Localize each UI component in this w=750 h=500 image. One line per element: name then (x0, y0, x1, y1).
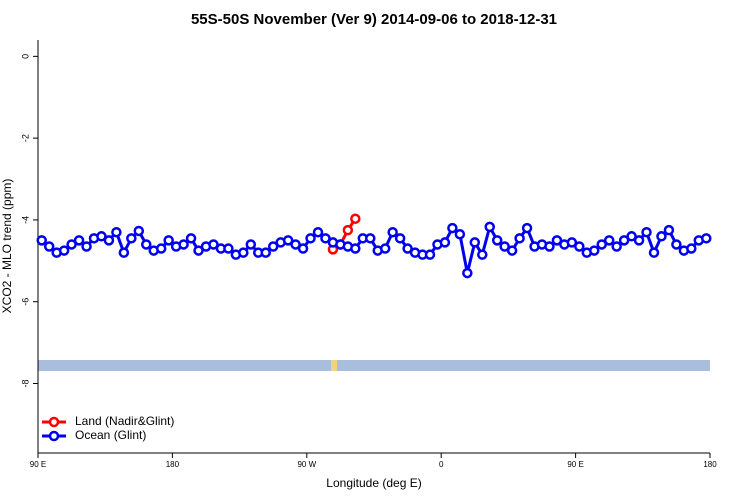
x-tick-label: 90 E (567, 460, 583, 469)
data-point (589, 245, 600, 256)
data-point (312, 226, 324, 238)
data-point (193, 245, 204, 256)
legend-label: Land (Nadir&Glint) (75, 414, 174, 428)
data-point (58, 245, 70, 256)
data-point (245, 239, 257, 250)
data-point (282, 235, 294, 246)
data-point (178, 239, 189, 250)
data-point (596, 239, 607, 250)
data-point (648, 247, 660, 258)
chart-title: 55S-50S November (Ver 9) 2014-09-06 to 2… (191, 11, 557, 28)
data-point (96, 231, 107, 242)
x-axis-label: Longitude (deg E) (326, 476, 421, 490)
y-tick-label: -2 (20, 134, 30, 142)
data-point (506, 245, 518, 256)
x-tick-label: 90 W (297, 460, 316, 469)
data-point (155, 243, 167, 254)
data-point (633, 235, 645, 246)
y-axis-label: XCO2 - MLO trend (ppm) (0, 179, 14, 314)
data-point (439, 237, 451, 248)
data-point (701, 233, 712, 244)
data-point (484, 221, 495, 233)
data-point (342, 224, 354, 236)
data-point (424, 249, 436, 260)
data-point (491, 235, 503, 246)
data-point (350, 213, 361, 224)
data-point (126, 233, 137, 244)
data-point (603, 235, 615, 246)
data-point (611, 241, 622, 252)
data-point (671, 239, 682, 250)
data-point (477, 249, 488, 260)
data-point (81, 241, 92, 252)
data-point (290, 239, 301, 250)
data-point (36, 235, 47, 246)
data-point (297, 243, 309, 254)
data-point (469, 237, 481, 248)
x-tick-label: 180 (166, 460, 180, 469)
legend-marker (48, 430, 60, 442)
data-point (454, 228, 466, 240)
x-tick-label: 90 E (30, 460, 46, 469)
data-point (103, 235, 115, 246)
data-point (402, 243, 413, 254)
legend-marker (48, 416, 60, 428)
data-point (111, 226, 122, 238)
data-point (387, 226, 398, 238)
data-point (163, 235, 174, 246)
data-point (141, 239, 152, 250)
data-point (521, 222, 533, 234)
data-point (208, 239, 219, 250)
data-point (574, 241, 585, 252)
map-strip (38, 360, 710, 371)
data-point (656, 231, 667, 242)
data-point (514, 233, 525, 244)
data-point (350, 243, 361, 254)
data-point (663, 224, 675, 236)
data-point (66, 239, 77, 250)
data-point (320, 233, 331, 244)
data-point (641, 226, 652, 238)
data-point (462, 267, 473, 279)
data-point (447, 222, 458, 234)
x-tick-label: 180 (703, 460, 717, 469)
data-point (260, 247, 271, 258)
data-point (626, 231, 637, 242)
data-point (379, 243, 391, 254)
data-point (267, 241, 279, 252)
y-tick-label: -8 (20, 379, 30, 387)
data-point (133, 225, 145, 237)
data-point (223, 243, 234, 254)
data-point (43, 241, 55, 252)
y-tick-label: -6 (20, 298, 30, 306)
legend-label: Ocean (Glint) (75, 428, 146, 442)
data-point (618, 235, 630, 246)
data-point (686, 243, 697, 254)
data-point (551, 235, 563, 246)
data-point (305, 233, 316, 244)
data-point (73, 235, 85, 246)
y-tick-label: -4 (20, 216, 30, 224)
x-tick-label: 0 (439, 460, 444, 469)
map-strip-land (331, 360, 337, 371)
y-tick-label: 0 (20, 54, 30, 59)
data-point (238, 247, 249, 258)
data-point (544, 241, 555, 252)
data-point (566, 237, 578, 248)
data-point (499, 241, 510, 252)
data-point (365, 233, 376, 244)
data-point (185, 233, 197, 244)
data-point (118, 247, 130, 258)
data-point (394, 233, 406, 244)
